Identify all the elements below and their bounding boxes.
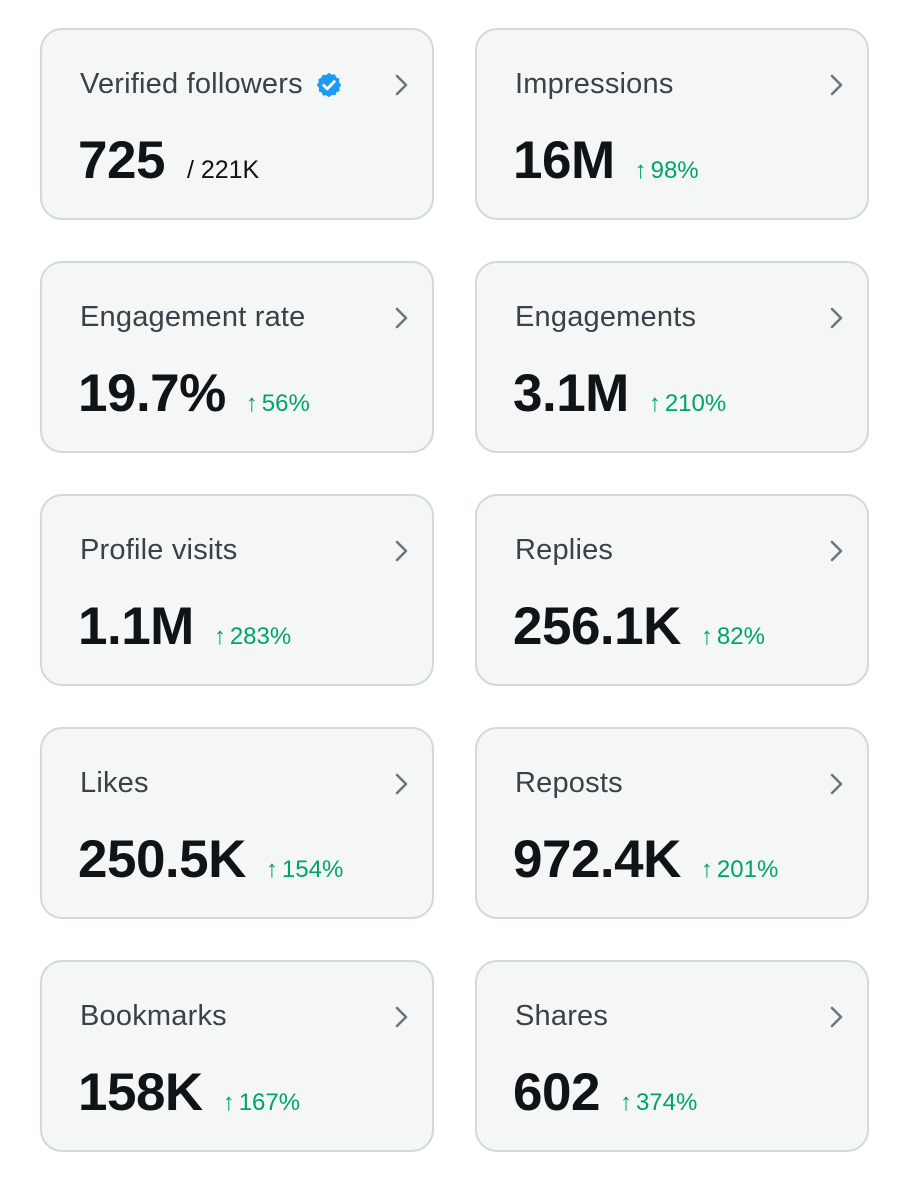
metric-label: Reposts xyxy=(515,767,623,799)
metric-label: Profile visits xyxy=(80,534,238,566)
chevron-right-icon xyxy=(830,773,843,795)
metric-value: 16M xyxy=(513,131,615,190)
chevron-right-icon xyxy=(395,307,408,329)
metric-value: 1.1M xyxy=(78,597,194,656)
arrow-up-icon: ↑ xyxy=(222,1089,235,1116)
metric-value-row: 256.1K ↑ 82% xyxy=(513,596,765,657)
chevron-right-icon xyxy=(830,540,843,562)
metric-delta-value: 56% xyxy=(261,390,310,417)
metric-delta: ↑ 82% xyxy=(701,623,765,651)
metric-value-row: 972.4K ↑ 201% xyxy=(513,829,778,890)
metric-label: Impressions xyxy=(515,68,674,100)
metric-delta-value: 283% xyxy=(229,623,292,650)
arrow-up-icon: ↑ xyxy=(265,856,278,883)
metric-value-row: 3.1M ↑ 210% xyxy=(513,363,726,424)
metric-label: Bookmarks xyxy=(80,1000,227,1032)
verified-badge-icon xyxy=(316,72,342,97)
metric-card-engagements[interactable]: Engagements 3.1M ↑ 210% xyxy=(475,261,869,453)
chevron-right-icon xyxy=(830,1006,843,1028)
metric-value: 602 xyxy=(513,1063,600,1122)
metric-value-row: 158K ↑ 167% xyxy=(78,1062,300,1123)
metric-delta: ↑ 374% xyxy=(620,1089,697,1117)
chevron-right-icon xyxy=(830,307,843,329)
metric-value: 972.4K xyxy=(513,830,681,889)
metric-value: 725 xyxy=(78,131,165,190)
arrow-up-icon: ↑ xyxy=(648,390,661,417)
arrow-up-icon: ↑ xyxy=(245,390,258,417)
chevron-right-icon xyxy=(395,74,408,96)
metric-delta: ↑ 167% xyxy=(223,1089,300,1117)
metric-value: 19.7% xyxy=(78,364,226,423)
metric-card-likes[interactable]: Likes 250.5K ↑ 154% xyxy=(40,727,434,919)
metric-label: Engagement rate xyxy=(80,301,306,333)
chevron-right-icon xyxy=(395,540,408,562)
metric-card-impressions[interactable]: Impressions 16M ↑ 98% xyxy=(475,28,869,220)
metric-value: 158K xyxy=(78,1063,203,1122)
metric-value-row: 602 ↑ 374% xyxy=(513,1062,697,1123)
metric-label: Likes xyxy=(80,767,149,799)
arrow-up-icon: ↑ xyxy=(700,856,713,883)
metric-value-row: 250.5K ↑ 154% xyxy=(78,829,343,890)
metric-card-shares[interactable]: Shares 602 ↑ 374% xyxy=(475,960,869,1152)
metric-delta-value: 201% xyxy=(716,856,779,883)
metric-card-verified-followers[interactable]: Verified followers 725 / 221K xyxy=(40,28,434,220)
metric-card-engagement-rate[interactable]: Engagement rate 19.7% ↑ 56% xyxy=(40,261,434,453)
metric-delta: ↑ 154% xyxy=(266,856,343,884)
arrow-up-icon: ↑ xyxy=(213,623,226,650)
chevron-right-icon xyxy=(830,74,843,96)
metric-delta: ↑ 210% xyxy=(649,390,726,418)
metric-value-row: 19.7% ↑ 56% xyxy=(78,363,310,424)
metric-value: 3.1M xyxy=(513,364,629,423)
metric-label: Replies xyxy=(515,534,614,566)
metric-delta: ↑ 56% xyxy=(246,390,310,418)
arrow-up-icon: ↑ xyxy=(619,1089,632,1116)
metric-delta-value: 374% xyxy=(635,1089,698,1116)
metric-delta-value: 210% xyxy=(664,390,727,417)
chevron-right-icon xyxy=(395,1006,408,1028)
metric-value-row: 725 / 221K xyxy=(78,130,259,191)
metric-card-reposts[interactable]: Reposts 972.4K ↑ 201% xyxy=(475,727,869,919)
metric-delta: ↑ 201% xyxy=(701,856,778,884)
metric-delta: ↑ 283% xyxy=(214,623,291,651)
metric-label: Shares xyxy=(515,1000,609,1032)
metric-delta-value: 82% xyxy=(716,623,765,650)
metric-delta-value: 98% xyxy=(650,157,699,184)
chevron-right-icon xyxy=(395,773,408,795)
metric-value-row: 1.1M ↑ 283% xyxy=(78,596,291,657)
metric-value-row: 16M ↑ 98% xyxy=(513,130,699,191)
metric-delta: ↑ 98% xyxy=(635,157,699,185)
arrow-up-icon: ↑ xyxy=(634,157,647,184)
metric-label: Verified followers xyxy=(80,68,303,100)
metric-card-replies[interactable]: Replies 256.1K ↑ 82% xyxy=(475,494,869,686)
metric-delta-value: 167% xyxy=(238,1089,301,1116)
metric-sub-total: / 221K xyxy=(186,156,260,184)
metric-label-wrap: Verified followers xyxy=(80,68,343,101)
metric-card-profile-visits[interactable]: Profile visits 1.1M ↑ 283% xyxy=(40,494,434,686)
metric-value: 250.5K xyxy=(78,830,246,889)
metric-value: 256.1K xyxy=(513,597,681,656)
arrow-up-icon: ↑ xyxy=(700,623,713,650)
metric-label: Engagements xyxy=(515,301,697,333)
metric-card-bookmarks[interactable]: Bookmarks 158K ↑ 167% xyxy=(40,960,434,1152)
metric-delta-value: 154% xyxy=(281,856,344,883)
